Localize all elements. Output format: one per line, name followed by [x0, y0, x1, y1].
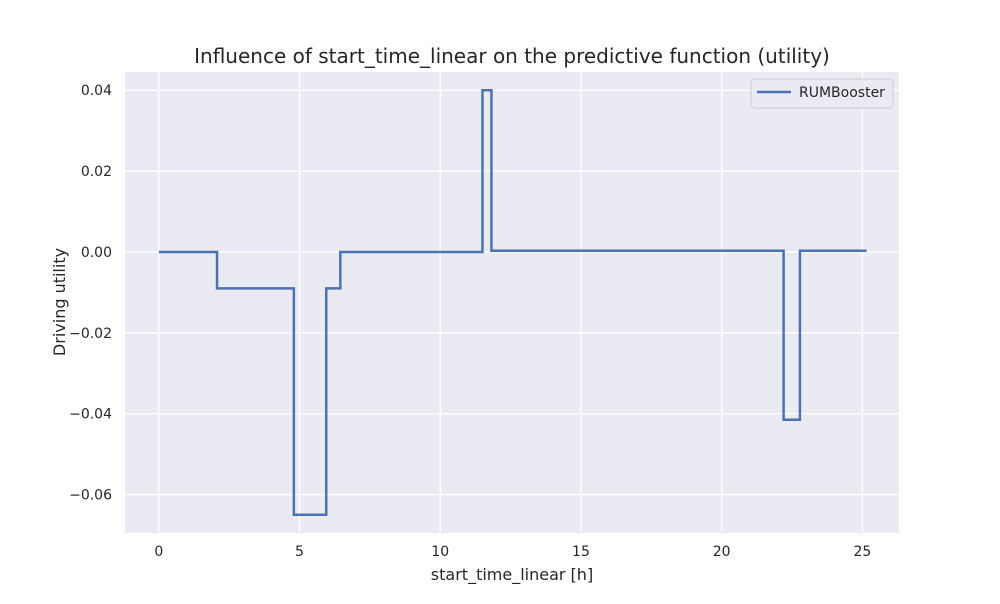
chart-title: Influence of start_time_linear on the pr… — [194, 44, 830, 68]
x-tick-label: 5 — [295, 544, 304, 560]
y-axis-label: Driving utility — [50, 248, 69, 356]
y-tick-label: 0.04 — [81, 83, 112, 99]
series-layer — [158, 88, 867, 517]
legend: RUMBooster — [750, 78, 894, 109]
y-tick-label: −0.04 — [69, 407, 112, 423]
legend-label: RUMBooster — [799, 85, 885, 101]
legend-box — [750, 78, 894, 109]
y-tick-label: 0.00 — [81, 245, 112, 261]
tick-labels: 0 5 10 15 20 25 0.04 0.02 0.00 −0.02 −0.04 −0.06 — [69, 83, 871, 560]
x-axis-label: start_time_linear [h] — [431, 565, 593, 585]
y-tick-label: −0.06 — [69, 488, 112, 504]
x-tick-label: 15 — [572, 544, 590, 560]
y-tick-label: −0.02 — [69, 326, 112, 342]
x-tick-label: 10 — [431, 544, 449, 560]
series-line-rumbooster — [158, 88, 867, 517]
y-tick-label: 0.02 — [81, 164, 112, 180]
x-tick-label: 20 — [713, 544, 731, 560]
x-tick-label: 25 — [853, 544, 871, 560]
x-tick-label: 0 — [154, 544, 163, 560]
plot-background — [125, 72, 899, 533]
